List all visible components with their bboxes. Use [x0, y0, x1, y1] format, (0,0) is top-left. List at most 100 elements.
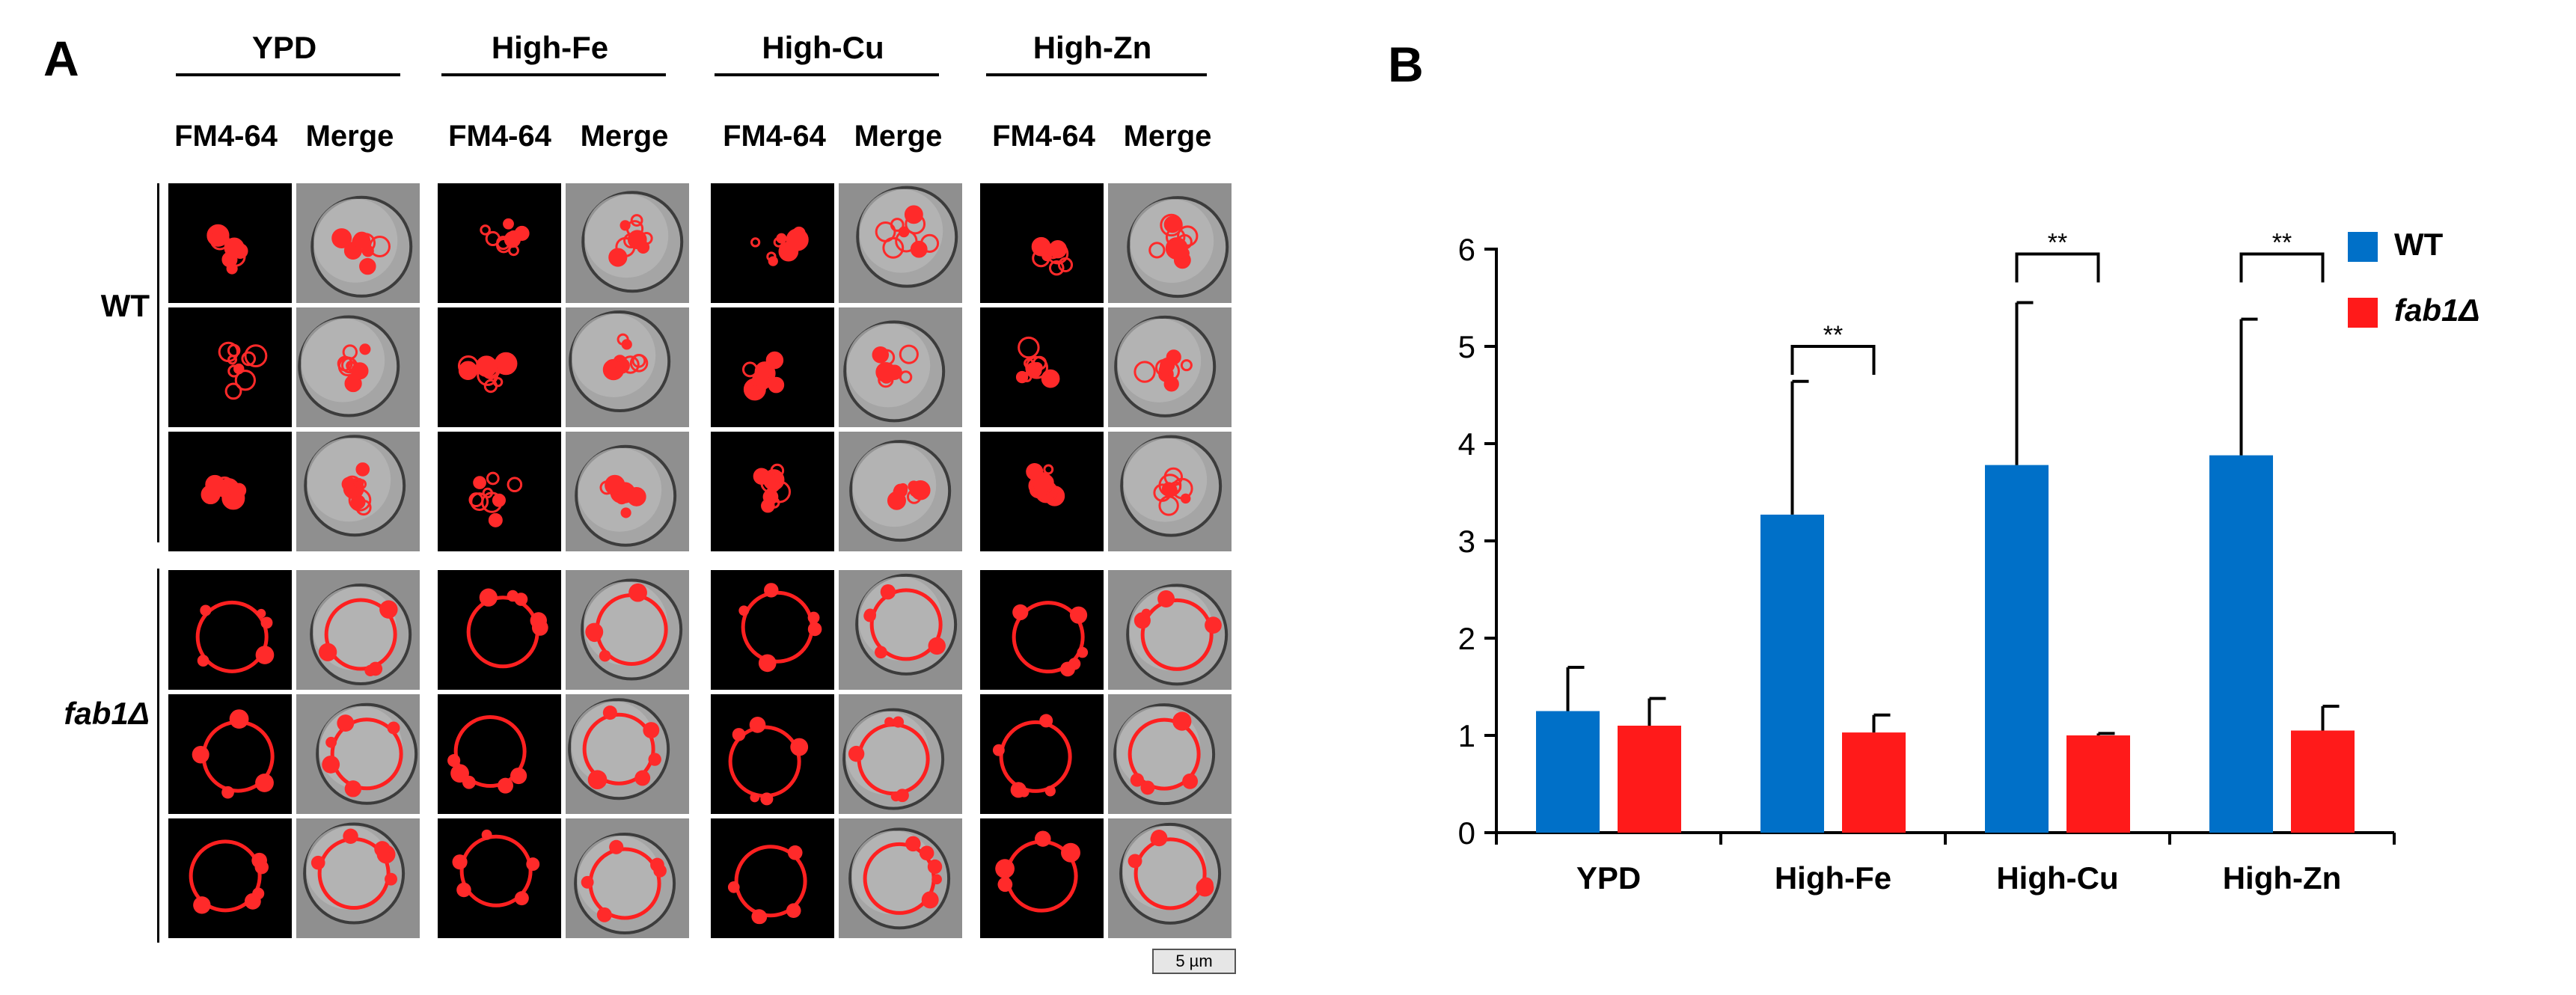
fm4-64-micrograph	[438, 570, 561, 690]
merge-micrograph	[839, 818, 962, 938]
merge-micrograph	[1108, 307, 1232, 427]
fm4-64-micrograph	[168, 432, 292, 551]
merge-micrograph	[1108, 694, 1232, 814]
merge-micrograph	[1108, 818, 1232, 938]
subcolumn-label-fm4-64: FM4-64	[723, 120, 826, 153]
fm4-64-micrograph	[168, 570, 292, 690]
bar-chart: 0 1 2 3 4 5 6 YPD High-Fe High-Cu High-Zn ** ** **	[1458, 229, 2396, 896]
fm4-64-micrograph	[168, 818, 292, 938]
condition-label-high-zn: High-Zn	[1032, 30, 1152, 65]
fm4-64-micrograph	[711, 570, 834, 690]
fm4-64-micrograph	[438, 818, 561, 938]
scale-bar: 5 µm	[1152, 949, 1236, 974]
significance-high-zn-bracket	[2239, 252, 2325, 283]
merge-micrograph	[839, 432, 962, 551]
merge-micrograph	[566, 570, 689, 690]
fm4-64-micrograph	[711, 183, 834, 303]
merge-micrograph	[839, 183, 962, 303]
legend-swatch-fab1	[2348, 298, 2378, 328]
significance-high-cu-bracket	[2015, 252, 2100, 283]
fm4-64-micrograph	[168, 694, 292, 814]
row-label-fab1: fab1Δ	[64, 696, 150, 731]
condition-label-high-fe: High-Fe	[491, 30, 609, 65]
merge-micrograph	[839, 694, 962, 814]
significance-high-fe-bracket	[1790, 345, 1876, 375]
merge-micrograph	[1108, 570, 1232, 690]
significance-high-zn-label: **	[2272, 229, 2292, 257]
condition-rule-ypd	[176, 73, 400, 76]
fm4-64-micrograph	[980, 432, 1104, 551]
wt-bar-high-fe	[1760, 514, 1824, 833]
fab1-bar-high-zn	[2291, 730, 2355, 833]
merge-micrograph	[1108, 432, 1232, 551]
subcolumn-label-merge: Merge	[854, 120, 943, 153]
significance-high-fe-label: **	[1823, 321, 1843, 349]
fm4-64-micrograph	[711, 818, 834, 938]
merge-micrograph	[296, 432, 420, 551]
x-tick-label-ypd: YPD	[1576, 860, 1641, 896]
subcolumn-label-fm4-64: FM4-64	[174, 120, 278, 153]
merge-micrograph	[296, 818, 420, 938]
merge-micrograph	[839, 570, 962, 690]
y-tick-label: 2	[1458, 621, 1475, 656]
row-bracket-wt	[157, 183, 159, 542]
condition-rule-high-cu	[715, 73, 939, 76]
subcolumn-label-fm4-64: FM4-64	[992, 120, 1095, 153]
fm4-64-micrograph	[980, 818, 1104, 938]
merge-micrograph	[839, 307, 962, 427]
legend-swatch-wt	[2348, 232, 2378, 262]
row-label-wt: WT	[100, 288, 150, 323]
fm4-64-micrograph	[711, 307, 834, 427]
y-tick-label: 3	[1458, 524, 1475, 559]
fm4-64-micrograph	[711, 432, 834, 551]
legend-label-wt: WT	[2394, 227, 2444, 262]
condition-label-ypd: YPD	[251, 30, 317, 65]
panel-a-letter: A	[43, 31, 79, 86]
merge-micrograph	[566, 183, 689, 303]
condition-rule-high-fe	[441, 73, 666, 76]
y-tick-label: 6	[1458, 232, 1475, 267]
fm4-64-micrograph	[980, 570, 1104, 690]
fm4-64-micrograph	[438, 694, 561, 814]
wt-bar-high-zn	[2209, 455, 2273, 833]
fm4-64-micrograph	[438, 307, 561, 427]
merge-micrograph	[296, 570, 420, 690]
merge-micrograph	[566, 432, 689, 551]
fab1-bar-ypd	[1618, 726, 1681, 833]
fm4-64-micrograph	[168, 307, 292, 427]
fab1-bar-high-fe	[1842, 732, 1906, 833]
merge-micrograph	[566, 307, 689, 427]
fm4-64-micrograph	[980, 307, 1104, 427]
merge-micrograph	[296, 183, 420, 303]
merge-micrograph	[566, 818, 689, 938]
x-tick-label-high-fe: High-Fe	[1775, 860, 1891, 896]
wt-bar-high-cu	[1985, 465, 2049, 833]
subcolumn-label-merge: Merge	[305, 120, 394, 153]
fab1-bar-high-cu	[2066, 735, 2130, 833]
merge-micrograph	[566, 694, 689, 814]
fm4-64-micrograph	[980, 183, 1104, 303]
y-tick-label: 5	[1458, 329, 1475, 364]
fm4-64-micrograph	[438, 183, 561, 303]
condition-rule-high-zn	[986, 73, 1207, 76]
fm4-64-micrograph	[980, 694, 1104, 814]
fm4-64-micrograph	[711, 694, 834, 814]
subcolumn-label-merge: Merge	[1123, 120, 1212, 153]
merge-micrograph	[296, 307, 420, 427]
significance-high-cu-label: **	[2048, 229, 2067, 257]
y-tick-label: 4	[1458, 426, 1475, 462]
x-tick-label-high-cu: High-Cu	[1996, 860, 2118, 896]
fm4-64-micrograph	[168, 183, 292, 303]
merge-micrograph	[296, 694, 420, 814]
subcolumn-label-fm4-64: FM4-64	[448, 120, 551, 153]
merge-micrograph	[1108, 183, 1232, 303]
x-tick-label-high-zn: High-Zn	[2223, 860, 2342, 896]
legend-label-fab1: fab1Δ	[2394, 293, 2480, 328]
fm4-64-micrograph	[438, 432, 561, 551]
panel-b-letter: B	[1388, 37, 1424, 92]
row-bracket-fab1	[157, 569, 159, 943]
y-tick-label: 1	[1458, 718, 1475, 753]
wt-bar-ypd	[1536, 711, 1600, 833]
condition-label-high-cu: High-Cu	[762, 30, 884, 65]
y-tick-label: 0	[1458, 815, 1475, 851]
